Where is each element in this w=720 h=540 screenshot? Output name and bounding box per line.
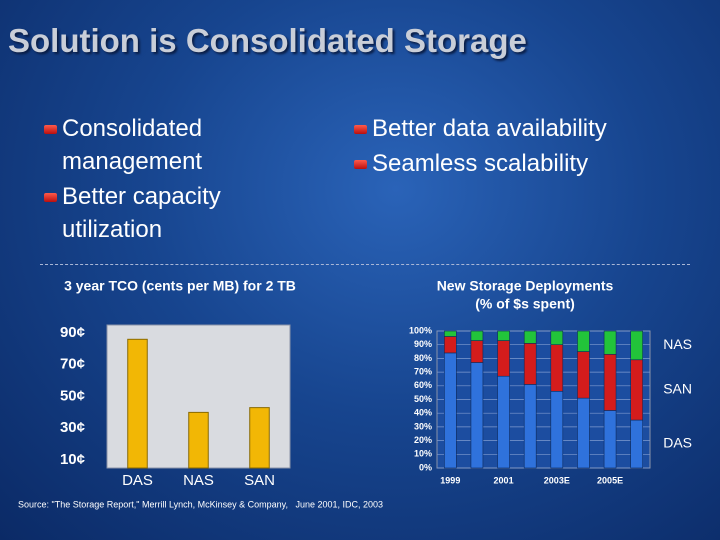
x-tick-label: 1999 <box>440 475 460 485</box>
bar-segment <box>497 340 510 377</box>
bar-segment <box>497 375 510 469</box>
bullet: Better capacity utilization <box>44 180 292 246</box>
separator <box>40 264 690 265</box>
bar <box>188 411 209 469</box>
bar-segment <box>550 330 564 345</box>
y-tick-label: 10% <box>414 449 432 459</box>
bar-segment <box>470 330 484 341</box>
y-tick-label: 30¢ <box>60 419 85 436</box>
y-tick-label: 100% <box>409 325 432 335</box>
bar-segment <box>550 390 564 469</box>
x-tick-label: 2005E <box>597 475 623 485</box>
bar-segment <box>444 336 457 354</box>
y-tick-label: 80% <box>414 353 432 363</box>
y-tick-label: 90¢ <box>60 324 85 341</box>
y-tick-label: 0% <box>419 462 432 472</box>
bar-segment <box>603 410 617 469</box>
bar-segment <box>444 330 457 337</box>
bar-segment <box>523 330 537 344</box>
bar-segment <box>630 359 643 421</box>
bar-segment <box>603 353 617 411</box>
bar-segment <box>630 330 643 361</box>
slide-title: Solution is Consolidated Storage <box>8 22 527 59</box>
bar <box>249 407 270 469</box>
y-tick-label: 50¢ <box>60 387 85 404</box>
x-tick-label: 2001 <box>494 475 514 485</box>
bar-segment <box>497 330 510 341</box>
bullet-list: Better data availability Seamless scalab… <box>354 112 692 182</box>
bullet-list: Consolidated management Better capacity … <box>44 112 292 248</box>
y-tick-label: 50% <box>414 394 432 404</box>
bullet: Seamless scalability <box>354 147 692 180</box>
y-tick-label: 90% <box>414 339 432 349</box>
bar-segment <box>444 352 457 469</box>
bar-segment <box>577 330 590 352</box>
bar-segment <box>470 362 484 469</box>
bar-segment <box>550 344 564 392</box>
y-tick-label: 10¢ <box>60 451 85 468</box>
source-note: Source: "The Storage Report," Merrill Ly… <box>18 499 383 509</box>
bar-segment <box>630 419 643 469</box>
x-tick-label: DAS <box>122 472 153 489</box>
x-tick-label: NAS <box>183 472 214 489</box>
bar <box>127 338 148 469</box>
y-tick-label: 70% <box>414 366 432 376</box>
chart-subtitle: (% of $s spent) <box>475 296 575 312</box>
y-tick-label: 70¢ <box>60 356 85 373</box>
legend-label: SAN <box>663 381 692 397</box>
legend-label: DAS <box>663 435 692 451</box>
bar-segment <box>523 343 537 385</box>
bar-segment <box>470 340 484 363</box>
bullet: Better data availability <box>354 112 692 145</box>
bar-segment <box>577 397 590 469</box>
y-tick-label: 40% <box>414 408 432 418</box>
x-tick-label: SAN <box>244 472 275 489</box>
bar-segment <box>577 351 590 399</box>
y-tick-label: 20% <box>414 435 432 445</box>
bar-segment <box>603 330 617 355</box>
chart-title: New Storage Deployments <box>437 278 614 294</box>
chart-title: 3 year TCO (cents per MB) for 2 TB <box>64 278 296 294</box>
y-tick-label: 60% <box>414 380 432 390</box>
x-tick-label: 2003E <box>544 475 570 485</box>
legend-label: NAS <box>663 336 692 352</box>
y-tick-label: 30% <box>414 421 432 431</box>
bullet: Consolidated management <box>44 112 292 178</box>
bar-segment <box>523 384 537 469</box>
